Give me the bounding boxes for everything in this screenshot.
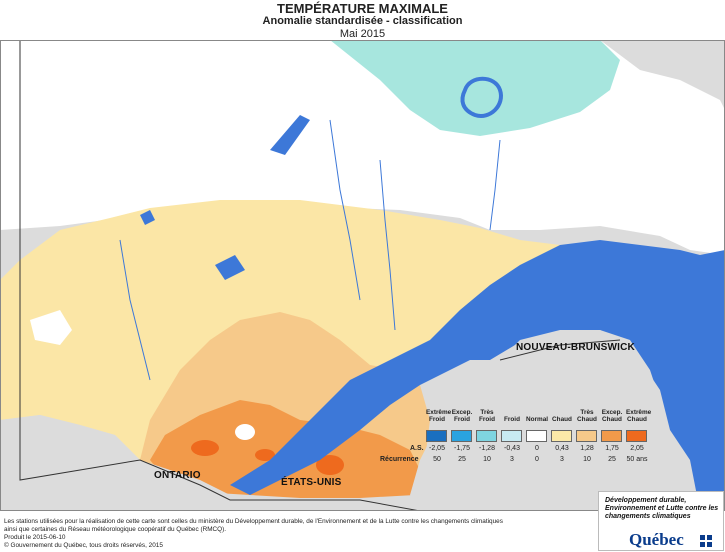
legend-class-label: Très Chaud	[577, 409, 597, 423]
fleur-icon	[707, 535, 712, 540]
legend-rec-value: 25	[458, 456, 466, 463]
fleur-icon	[707, 542, 712, 547]
legend-as-value: 0,43	[555, 445, 569, 452]
legend-as-value: 2,05	[630, 445, 644, 452]
footer-copyright: © Gouvernement du Québec, tous droits ré…	[4, 542, 163, 549]
legend-rec-label: Récurrence	[380, 456, 419, 463]
legend-rec-value: 3	[510, 456, 514, 463]
legend-rec-value: 3	[560, 456, 564, 463]
label-ontario: ONTARIO	[154, 470, 201, 481]
footer-line2: ainsi que certaines du Réseau météorolog…	[4, 526, 227, 533]
map-period: Mai 2015	[339, 28, 386, 40]
legend-as-value: -1,28	[479, 445, 495, 452]
legend-class-label: Excep. Froid	[451, 409, 473, 423]
st-lawrence-gulf	[230, 240, 725, 511]
zone-normal-west	[30, 310, 72, 345]
zone-normal-patch	[235, 424, 255, 440]
zone-extreme-chaud-2	[316, 455, 344, 475]
label-nouveau-brunswick: NOUVEAU-BRUNSWICK	[516, 342, 635, 353]
lake-stjean	[215, 255, 245, 280]
legend-swatch	[476, 430, 497, 442]
footer-line1: Les stations utilisées pour la réalisati…	[4, 518, 503, 525]
legend-rec-value: 25	[608, 456, 616, 463]
quebec-anomaly-map	[0, 40, 725, 511]
zone-extreme-chaud-3	[255, 449, 275, 461]
new-brunswick-land	[410, 330, 690, 511]
nb-boundary	[499, 339, 621, 361]
legend-class-label: Excep. Chaud	[601, 409, 623, 423]
legend-class-label: Normal	[526, 416, 549, 423]
legend-swatch	[576, 430, 597, 442]
legend-swatch	[626, 430, 647, 442]
legend-class-label: Froid	[504, 416, 520, 423]
river-3	[489, 139, 501, 231]
logo-text: Développement durable, Environnement et …	[605, 497, 719, 520]
legend-as-value: -2,05	[429, 445, 445, 452]
legend: Extrême Froid Excep. Froid Très Froid Froid…	[380, 409, 666, 469]
legend-as-value: 0	[535, 445, 539, 452]
map-title: TEMPÉRATURE MAXIMALE	[277, 1, 448, 16]
legend-swatch	[501, 430, 522, 442]
river-4	[329, 119, 361, 301]
legend-swatch	[526, 430, 547, 442]
legend-swatch	[426, 430, 447, 442]
river-1	[119, 239, 151, 381]
legend-swatch	[451, 430, 472, 442]
fleur-icon	[700, 542, 705, 547]
lake-west	[140, 210, 155, 225]
legend-rec-value: 10	[483, 456, 491, 463]
lake-north	[460, 76, 503, 118]
legend-rec-value: 50	[433, 456, 441, 463]
legend-rec-value: 10	[583, 456, 591, 463]
label-etats-unis: ÉTATS-UNIS	[281, 477, 342, 488]
legend-class-label: Très Froid	[479, 409, 495, 423]
lake-mistassini	[270, 115, 310, 155]
legend-rec-value: 0	[535, 456, 539, 463]
legend-class-label: Chaud	[552, 416, 572, 423]
footer-produced: Produit le 2015-06-10	[4, 534, 66, 541]
quebec-boundary	[19, 40, 421, 511]
zone-extreme-chaud-1	[191, 440, 219, 456]
river-2	[379, 159, 396, 331]
legend-swatch	[601, 430, 622, 442]
map-subtitle: Anomalie standardisée - classification	[262, 15, 463, 27]
legend-as-value: -1,75	[454, 445, 470, 452]
ontario-land	[0, 415, 290, 511]
legend-as-value: 1,75	[605, 445, 619, 452]
legend-as-label: A.S.	[410, 445, 424, 452]
logo-name: Québec	[629, 530, 684, 549]
legend-swatch	[551, 430, 572, 442]
legend-as-value: -0,43	[504, 445, 520, 452]
legend-rec-value: 50 ans	[626, 456, 648, 463]
footer: Les stations utilisées pour la réalisati…	[4, 518, 584, 550]
legend-as-value: 1,28	[580, 445, 594, 452]
legend-class-label: Extrême Froid	[426, 409, 452, 423]
legend-class-label: Extrême Chaud	[626, 409, 652, 423]
zone-tres-froid	[330, 40, 620, 136]
fleur-icon	[700, 535, 705, 540]
quebec-logo: Développement durable, Environnement et …	[598, 491, 724, 551]
